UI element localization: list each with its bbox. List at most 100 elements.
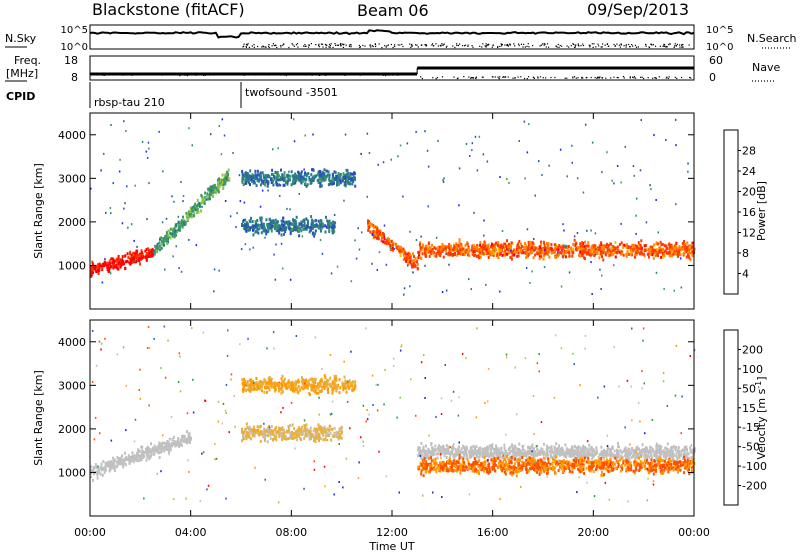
velocity-cell xyxy=(278,426,280,430)
power-cell xyxy=(597,248,600,252)
velocity-cell xyxy=(293,436,296,440)
power-cell xyxy=(534,253,537,257)
velocity-cell xyxy=(444,452,447,455)
nave-point xyxy=(550,76,552,79)
power-cell xyxy=(476,169,479,172)
power-cell xyxy=(498,247,501,251)
power-colorbar-label: 12 xyxy=(742,227,756,240)
power-cell xyxy=(546,248,549,252)
velocity-cell xyxy=(333,383,336,387)
power-cell xyxy=(372,229,375,233)
power-cell xyxy=(455,248,458,252)
power-cell xyxy=(491,250,494,254)
power-cell xyxy=(292,118,295,121)
velocity-cell xyxy=(345,386,348,390)
power-cell xyxy=(314,219,317,223)
nave-point xyxy=(537,76,539,78)
power-cell xyxy=(505,245,508,248)
velocity-cell xyxy=(333,385,336,389)
velocity-cell xyxy=(116,456,119,460)
power-cell xyxy=(252,226,255,230)
power-cell xyxy=(480,252,483,256)
velocity-cell xyxy=(516,453,519,457)
noise-search-point xyxy=(390,43,392,46)
power-cell xyxy=(508,242,511,246)
power-cell xyxy=(262,225,265,229)
velocity-cell xyxy=(580,449,583,453)
velocity-cell xyxy=(349,385,351,389)
velocity-cell xyxy=(305,427,308,431)
power-cell xyxy=(412,258,415,262)
power-cell xyxy=(100,264,103,268)
noise-search-point xyxy=(652,44,654,46)
noise-search-point xyxy=(328,46,330,48)
power-cell xyxy=(539,252,542,256)
velocity-cell xyxy=(685,455,688,459)
power-cell xyxy=(162,170,164,173)
power-cell xyxy=(410,263,413,266)
power-cell xyxy=(148,251,151,255)
power-cell xyxy=(557,248,560,252)
power-cell xyxy=(614,241,617,244)
velocity-cell xyxy=(303,381,306,384)
velocity-cell xyxy=(472,444,475,448)
velocity-cell xyxy=(309,437,312,441)
power-cell xyxy=(224,173,227,177)
power-cell xyxy=(103,152,105,155)
power-cell xyxy=(474,246,477,250)
power-cell xyxy=(500,251,502,255)
power-cell xyxy=(509,244,512,248)
power-cell xyxy=(679,246,682,250)
velocity-cell xyxy=(173,439,176,443)
power-cell xyxy=(613,250,616,254)
power-cell xyxy=(271,172,274,176)
nave-point xyxy=(643,77,645,80)
power-cell xyxy=(312,231,315,235)
power-cell xyxy=(582,191,585,194)
power-cell xyxy=(590,245,593,249)
power-cell xyxy=(607,244,610,247)
power-cell xyxy=(312,225,315,229)
power-cell xyxy=(435,251,438,255)
power-cell xyxy=(585,244,588,248)
power-cell xyxy=(487,251,490,255)
power-cell xyxy=(540,255,543,259)
power-cell xyxy=(246,221,248,225)
power-cell xyxy=(557,251,559,254)
power-cell xyxy=(424,251,426,255)
power-cell xyxy=(224,180,227,183)
nave-point xyxy=(281,73,283,75)
velocity-cell xyxy=(490,448,492,452)
nave-point xyxy=(126,73,128,75)
power-cell xyxy=(316,172,319,176)
nave-point xyxy=(324,74,326,76)
nave-point xyxy=(517,76,519,78)
power-cell xyxy=(537,249,540,253)
nave-point xyxy=(388,74,390,76)
velocity-cell xyxy=(188,432,191,436)
power-cell xyxy=(263,181,266,185)
power-cell xyxy=(510,249,512,252)
velocity-cell xyxy=(352,388,355,392)
nave-point xyxy=(212,74,215,76)
noise-search-point xyxy=(457,44,459,47)
power-cell xyxy=(311,224,314,227)
power-cell xyxy=(210,133,212,136)
noise-search-point xyxy=(600,46,602,48)
velocity-cell xyxy=(676,456,679,460)
velocity-cell xyxy=(351,387,354,391)
velocity-cell xyxy=(348,379,351,383)
nave-point xyxy=(597,77,599,79)
power-cell xyxy=(588,252,590,256)
power-cell xyxy=(673,246,676,250)
power-cell xyxy=(606,246,609,250)
power-cell xyxy=(248,174,251,178)
noise-search-point xyxy=(359,46,361,49)
power-cell xyxy=(395,243,398,247)
velocity-cell xyxy=(495,444,498,448)
velocity-cell xyxy=(289,433,292,437)
power-cell xyxy=(90,266,93,270)
power-cell xyxy=(264,176,267,180)
nave-point xyxy=(314,74,316,76)
velocity-cell xyxy=(671,449,674,453)
